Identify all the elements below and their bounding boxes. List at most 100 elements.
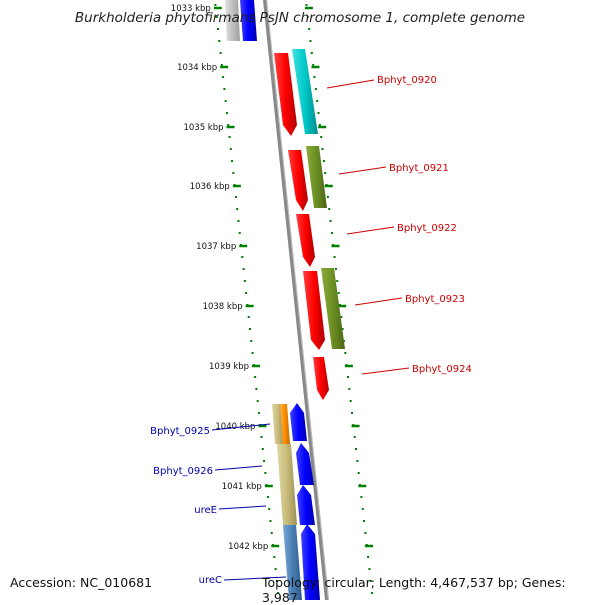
cds-arrow-bphyt-0926 [296, 443, 314, 485]
ruler-dot [275, 580, 278, 582]
orange-feature [280, 404, 290, 444]
ruler-dot [316, 100, 319, 102]
ruler-dot [277, 592, 280, 594]
tick-label: 1042 kbp [228, 542, 268, 552]
ruler-dot [341, 328, 344, 330]
ruler-dot [218, 40, 221, 42]
ruler-dot [346, 376, 349, 378]
ruler-dot [363, 520, 366, 522]
ruler-dot [334, 268, 337, 270]
ruler-dot [333, 256, 336, 258]
ruler-dot [321, 148, 324, 150]
ruler-dot [336, 280, 339, 282]
leader-line [326, 79, 375, 89]
ruler-dot [245, 292, 248, 294]
tick-layer: 1033 kbp 1034 kbp 1035 kbp 1036 kbp 1037 kbp… [171, 4, 374, 594]
ruler-dot [215, 16, 218, 18]
leader-line [338, 166, 387, 175]
grey-feature [225, 0, 240, 41]
cds-arrow-bphyt-0922 [296, 214, 315, 267]
leader-line [223, 576, 287, 581]
ruler-dot [266, 496, 269, 498]
tick-label: 1039 kbp [209, 362, 249, 372]
ruler-dot [309, 40, 312, 42]
ruler-dot [263, 460, 266, 462]
ruler-dot [367, 556, 370, 558]
tick-label: 1041 kbp [222, 482, 262, 492]
gene-label: Bphyt_0925 [150, 426, 210, 437]
leader-line [354, 297, 403, 306]
ruler-dot [320, 136, 323, 138]
gene-label: Bphyt_0922 [397, 223, 457, 234]
ruler-dot [251, 352, 254, 354]
ruler-dot [340, 316, 343, 318]
blue-feature-top [240, 0, 257, 41]
ruler-dot [330, 232, 333, 234]
ruler-dot [220, 64, 223, 66]
ruler-dot [219, 52, 222, 54]
ruler-dot [337, 292, 340, 294]
ruler-dot [357, 472, 360, 474]
ruler-dot [237, 220, 240, 222]
ruler-dot [312, 64, 315, 66]
ruler-dot [274, 568, 277, 570]
cds-arrow-bphyt-0924 [313, 357, 329, 400]
ruler-dot [225, 112, 228, 114]
cds-arrow-bphyt-0923 [303, 271, 325, 350]
ruler-dot [324, 172, 327, 174]
ruler-dot [326, 196, 329, 198]
ruler-dot [231, 160, 234, 162]
ruler-dot [369, 580, 372, 582]
ruler-dot [364, 532, 367, 534]
ruler-dot [232, 172, 235, 174]
backbone-highlight [266, 0, 329, 600]
ruler-dot [351, 412, 354, 414]
map-title: Burkholderia phytofirmans PsJN chromosom… [74, 10, 526, 26]
leader-line [361, 367, 410, 375]
cds-arrow-uree [297, 485, 315, 525]
gene-label: Bphyt_0921 [389, 163, 449, 174]
ruler-dot [318, 124, 321, 126]
tick-label: 1033 kbp [171, 4, 211, 14]
gene-label: Bphyt_0920 [377, 75, 437, 86]
ruler-dot [238, 232, 241, 234]
khaki-feature-2 [277, 444, 297, 525]
tick-label: 1036 kbp [190, 182, 230, 192]
ruler-dot [361, 508, 364, 510]
ruler-dot [353, 436, 356, 438]
ruler-dot [257, 412, 260, 414]
ruler-dot [305, 4, 308, 6]
ruler-dot [342, 340, 345, 342]
cds-arrow-bphyt-0920 [274, 53, 297, 136]
ruler-dot [255, 388, 258, 390]
ruler-dot [248, 328, 251, 330]
ruler-dot [214, 4, 217, 6]
ruler-dot [260, 436, 263, 438]
ruler-dot [329, 220, 332, 222]
ruler-dot [317, 112, 320, 114]
ruler-dot [264, 472, 267, 474]
tick-label: 1035 kbp [183, 123, 223, 133]
cds-arrow-urec [301, 524, 320, 600]
leader-line [211, 423, 271, 431]
ruler-dot [322, 160, 325, 162]
cds-arrow-bphyt-0921 [288, 150, 308, 211]
ruler-dot [268, 508, 271, 510]
ruler-dot [229, 148, 232, 150]
ruler-dot [243, 280, 246, 282]
ruler-dot [355, 448, 358, 450]
accession-text: Accession: NC_010681 [10, 575, 153, 590]
ruler-dot [348, 388, 351, 390]
ruler-dot [223, 88, 226, 90]
gene-label: ureE [194, 505, 217, 516]
leader-line [214, 465, 263, 471]
cyan-feature [292, 49, 318, 134]
olive-feature-2 [321, 268, 345, 349]
ruler-dot [250, 340, 253, 342]
ruler-dot [216, 28, 219, 30]
tick-label: 1038 kbp [203, 302, 243, 312]
ruler-dot [254, 376, 257, 378]
ruler-dot [371, 592, 374, 594]
leader-line [218, 505, 267, 510]
gene-label: Bphyt_0923 [405, 294, 465, 305]
